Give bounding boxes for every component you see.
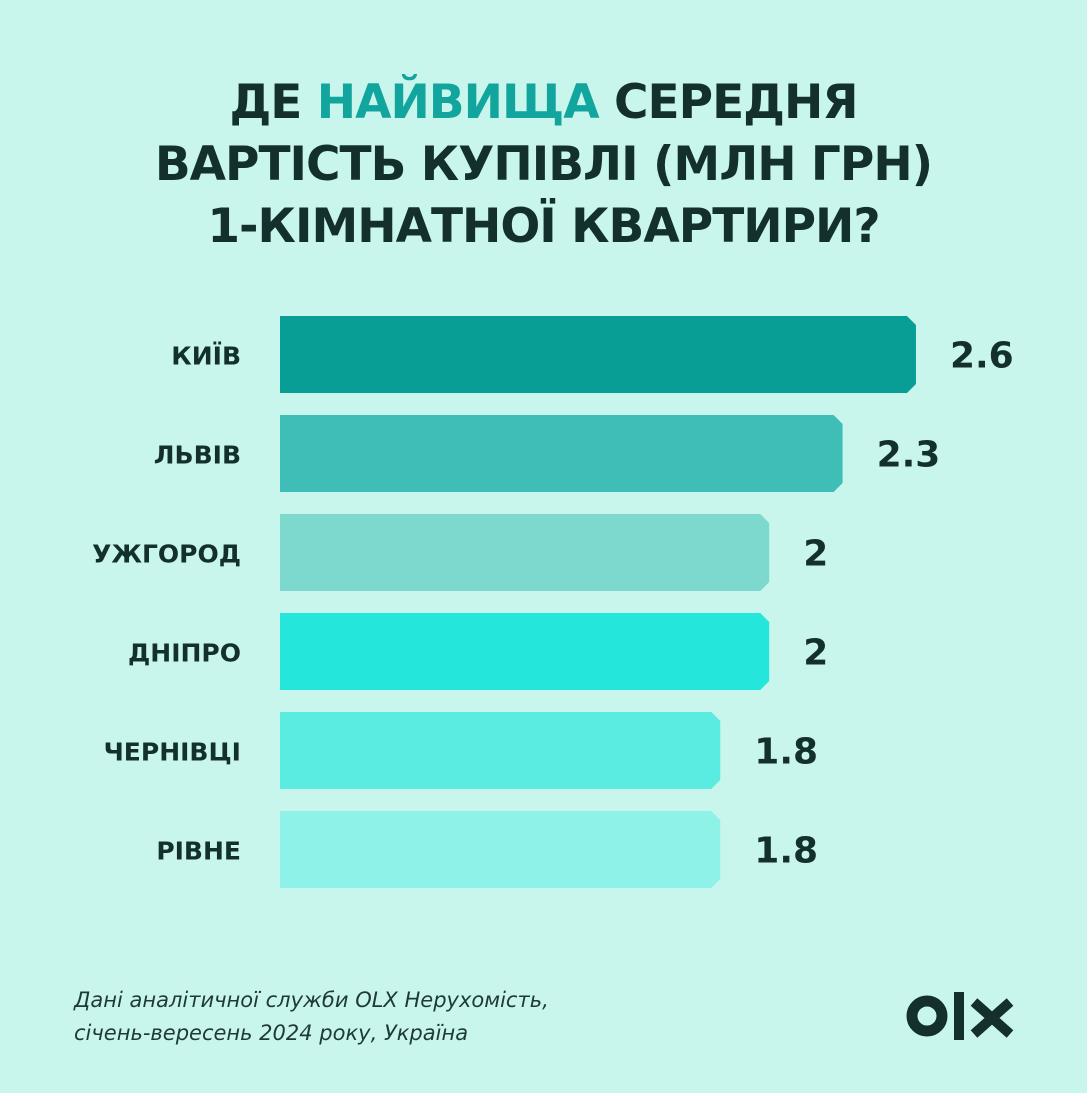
data-label: 1.8 [754, 732, 818, 773]
data-label: 1.8 [754, 831, 818, 872]
category-label: ЛЬВІВ [154, 441, 241, 470]
data-label: 2.3 [877, 435, 941, 476]
bar [280, 613, 770, 690]
title-text: ДЕ [229, 75, 317, 130]
source-line: Дані аналітичної служби OLX Нерухомість, [74, 988, 549, 1012]
data-label: 2.6 [950, 336, 1014, 377]
data-label: 2 [803, 633, 828, 674]
category-label: КИЇВ [171, 341, 241, 371]
bar [280, 811, 721, 888]
data-label: 2 [803, 534, 828, 575]
bar [280, 316, 916, 393]
category-label: РІВНЕ [156, 837, 241, 866]
logo-l-shape [954, 992, 964, 1040]
chart-title: ДЕ НАЙВИЩА СЕРЕДНЯ ВАРТІСТЬ КУПІВЛІ (МЛН… [0, 72, 1087, 258]
bar [280, 514, 770, 591]
source-note: Дані аналітичної служби OLX Нерухомість,… [74, 984, 549, 1050]
olx-logo-icon [906, 992, 1014, 1040]
bar [280, 712, 721, 789]
bar [280, 415, 843, 492]
bar-chart: КИЇВ 2.6 ЛЬВІВ 2.3 УЖГОРОД 2 ДНІПРО 2 ЧЕРНІВЦІ 1.… [92, 316, 1014, 888]
title-line-1: ДЕ НАЙВИЩА СЕРЕДНЯ [0, 72, 1087, 134]
category-label: ДНІПРО [128, 639, 241, 668]
title-text: СЕРЕДНЯ [598, 75, 859, 130]
logo-o-shape [906, 995, 948, 1037]
category-label: УЖГОРОД [92, 540, 241, 569]
category-label: ЧЕРНІВЦІ [104, 738, 241, 767]
source-line: січень-вересень 2024 року, Україна [74, 1021, 469, 1045]
title-line-3: 1-КІМНАТНОЇ КВАРТИРИ? [207, 199, 880, 254]
title-line-2: ВАРТІСТЬ КУПІВЛІ (МЛН ГРН) [154, 137, 933, 192]
logo-x-shape [970, 998, 1014, 1038]
title-accent: НАЙВИЩА [316, 75, 600, 130]
